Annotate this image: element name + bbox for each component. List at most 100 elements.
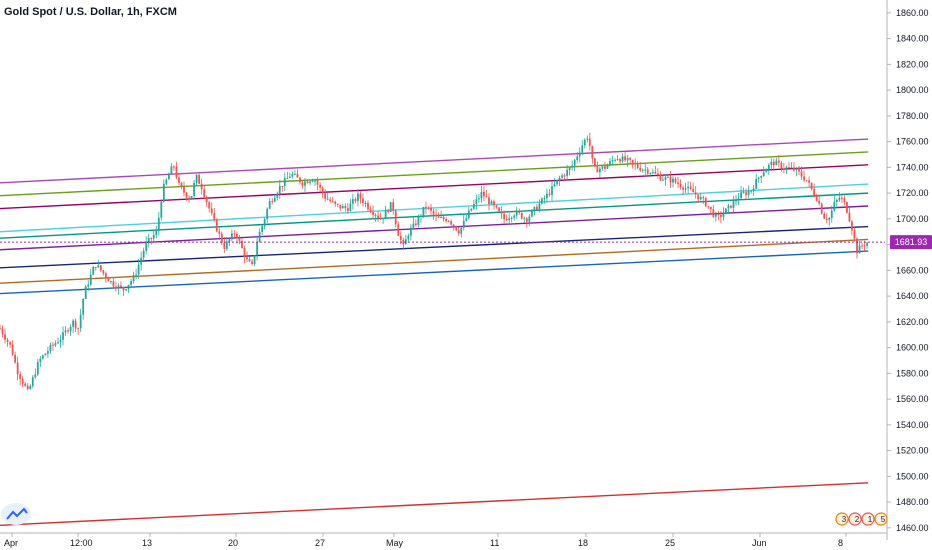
trend-line[interactable] (0, 183, 869, 233)
trend-line[interactable] (0, 164, 869, 210)
candle (225, 236, 228, 251)
candle (813, 183, 816, 198)
candle (644, 163, 647, 176)
candle (130, 278, 132, 289)
y-tick-label: 1580.00 (896, 368, 929, 378)
candle (104, 271, 107, 283)
trend-line[interactable] (0, 225, 869, 269)
x-tick-label: 20 (228, 538, 238, 548)
candle (54, 340, 57, 348)
candle (185, 191, 188, 201)
y-tick-label: 1660.00 (896, 265, 929, 275)
x-tick-label: 18 (578, 538, 588, 548)
candle (14, 351, 17, 364)
candle (208, 200, 211, 213)
candle (672, 176, 674, 188)
candle (362, 193, 364, 207)
candle (548, 188, 551, 197)
candle (359, 191, 362, 204)
trend-line[interactable] (0, 250, 869, 295)
candle (311, 178, 314, 183)
candle (301, 180, 304, 189)
candle (372, 205, 374, 219)
candle (41, 354, 44, 360)
candle (840, 194, 843, 203)
candle (478, 193, 480, 203)
candle (694, 186, 697, 199)
y-tick-label: 1700.00 (896, 214, 929, 224)
candle (155, 225, 158, 239)
trend-line[interactable] (0, 192, 869, 239)
candle (107, 276, 110, 282)
y-tick-label: 1600.00 (896, 343, 929, 353)
candle (725, 208, 727, 214)
candle (344, 203, 347, 212)
candle (200, 179, 203, 195)
candle (596, 161, 599, 173)
candle (606, 163, 609, 170)
candle (485, 190, 488, 198)
x-axis[interactable]: Apr 12:00 13 20 27 May 11 18 25 Jun 8 (4, 533, 847, 548)
candle (261, 225, 264, 236)
candle (704, 196, 707, 208)
candle (762, 166, 765, 177)
candle (157, 211, 160, 236)
candle (331, 196, 334, 203)
candle (750, 189, 753, 194)
event-badge[interactable]: 1 (861, 512, 875, 526)
candle (102, 269, 105, 276)
candle (6, 337, 9, 347)
svg-text:2: 2 (855, 515, 860, 524)
trend-line[interactable] (0, 138, 869, 184)
candle (160, 199, 163, 221)
candle (367, 200, 369, 212)
candle (170, 163, 173, 175)
candle (94, 266, 97, 271)
candle (835, 198, 838, 209)
event-badge[interactable]: 3 (835, 512, 849, 526)
candle (467, 207, 470, 220)
x-tick-label: 25 (665, 538, 675, 548)
candle (117, 283, 120, 295)
candle (374, 213, 377, 222)
event-badge[interactable]: 5 (874, 512, 888, 526)
candle (561, 173, 563, 179)
candle (19, 371, 22, 386)
x-tick-label: 13 (142, 538, 152, 548)
candle (609, 157, 611, 167)
tradingview-logo-icon[interactable] (1, 503, 31, 525)
trend-line[interactable] (0, 238, 869, 284)
candle (115, 281, 117, 292)
candle (188, 195, 190, 203)
candle (409, 224, 412, 241)
candle (619, 157, 621, 164)
candle (357, 189, 359, 207)
candle (800, 166, 803, 180)
candle (414, 219, 417, 227)
candle (268, 197, 271, 210)
candle (558, 175, 561, 186)
candle (611, 155, 614, 165)
candle (692, 182, 695, 193)
y-tick-label: 1520.00 (896, 446, 929, 456)
y-tick-label: 1760.00 (896, 137, 929, 147)
candle (470, 208, 473, 212)
trend-line[interactable] (0, 151, 869, 197)
candle (810, 182, 813, 191)
event-badge[interactable]: 2 (848, 512, 862, 526)
candle (465, 213, 468, 222)
candle (135, 268, 138, 280)
candle (336, 203, 339, 208)
candle (87, 280, 90, 292)
candle (92, 265, 95, 275)
candle (677, 176, 679, 189)
y-tick-label: 1800.00 (896, 85, 929, 95)
candle (52, 341, 54, 351)
candle (669, 170, 672, 189)
candle (848, 206, 851, 223)
trend-line[interactable] (0, 482, 869, 526)
candle (636, 160, 639, 170)
candle (430, 203, 432, 217)
